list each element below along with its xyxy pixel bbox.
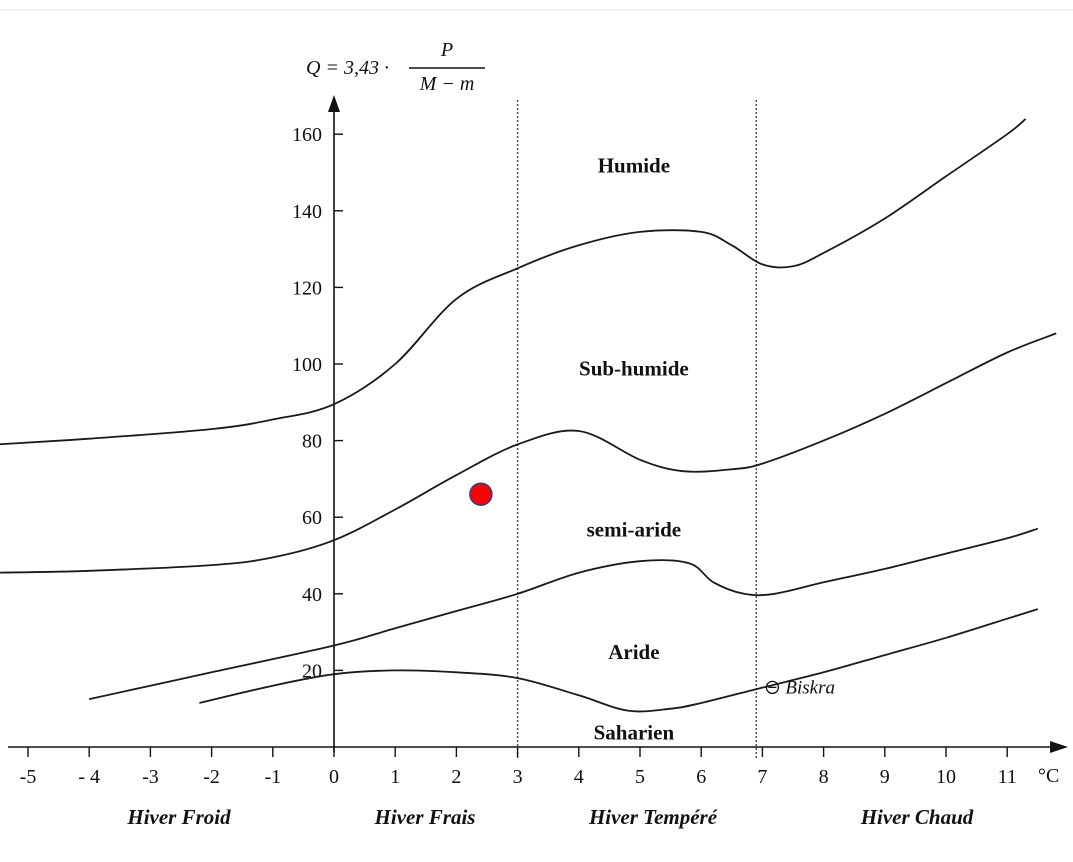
zone-labels: Humide Sub-humide semi-aride Aride Saharien — [579, 154, 689, 745]
x-tick-label: 10 — [936, 766, 956, 788]
season-label: Hiver Froid — [126, 805, 231, 829]
series-line-boundary-subhumide-semiaride — [0, 332, 1057, 574]
x-tick-label: -2 — [203, 766, 220, 788]
tick-marks: -5- 4 -3 -2 -1 0 1 2 3 4 5 6 7 8 9 10 11204060801001201… — [20, 124, 1017, 788]
zone-label: Saharien — [594, 720, 675, 744]
x-tick-label: 2 — [451, 766, 461, 788]
x-tick-label: 3 — [513, 766, 523, 788]
formula-lhs: Q = 3,43 · — [306, 57, 389, 79]
x-tick-label: 7 — [757, 766, 767, 788]
formula-numerator: P — [440, 39, 453, 61]
boundary-curves — [0, 118, 1057, 713]
x-axis-unit: °C — [1038, 765, 1059, 787]
x-tick-label: -3 — [142, 766, 159, 788]
y-tick-label: 40 — [302, 584, 322, 606]
x-axis-arrow-icon — [1050, 741, 1068, 753]
season-separators — [516, 100, 757, 760]
y-tick-label: 80 — [302, 431, 322, 453]
formula-denominator: M − m — [419, 73, 475, 95]
x-tick-label: 4 — [574, 766, 584, 788]
y-tick-label: 140 — [292, 201, 322, 223]
x-tick-label: 5 — [635, 766, 645, 788]
series-line-boundary-aride-saharien — [199, 608, 1039, 713]
x-tick-label: 11 — [998, 766, 1017, 788]
zone-label: semi-aride — [587, 517, 681, 541]
season-label: Hiver Frais — [374, 805, 476, 829]
data-point-marker — [469, 482, 493, 506]
zone-label: Sub-humide — [579, 356, 689, 380]
y-tick-label: 100 — [292, 354, 322, 376]
x-tick-label: 9 — [880, 766, 890, 788]
y-tick-label: 60 — [302, 507, 322, 529]
season-labels: Hiver Froid Hiver Frais Hiver Tempéré Hiver… — [126, 805, 973, 829]
circle-dash-icon — [765, 680, 780, 695]
zone-label: Humide — [598, 154, 670, 178]
y-axis-arrow-icon — [328, 95, 340, 112]
series-line-boundary-humide-subhumide — [0, 118, 1027, 446]
station-biskra: Biskra — [765, 677, 835, 698]
x-tick-label: 6 — [696, 766, 706, 788]
x-tick-label: -1 — [264, 766, 281, 788]
y-tick-label: 160 — [292, 124, 322, 146]
series-line-boundary-semiaride-aride — [89, 527, 1039, 700]
x-tick-label: 8 — [819, 766, 829, 788]
formula: Q = 3,43 · P M − m — [306, 39, 485, 95]
x-tick-label: - 4 — [78, 766, 100, 788]
season-label: Hiver Chaud — [860, 805, 974, 829]
x-tick-label: 1 — [390, 766, 400, 788]
x-tick-label: -5 — [20, 766, 37, 788]
data-points — [469, 482, 493, 506]
season-label: Hiver Tempéré — [588, 805, 718, 829]
y-tick-label: 120 — [292, 277, 322, 299]
stations: Biskra — [765, 677, 835, 698]
zone-label: Aride — [608, 640, 659, 664]
x-tick-label: 0 — [329, 766, 339, 788]
station-label: Biskra — [785, 677, 835, 698]
